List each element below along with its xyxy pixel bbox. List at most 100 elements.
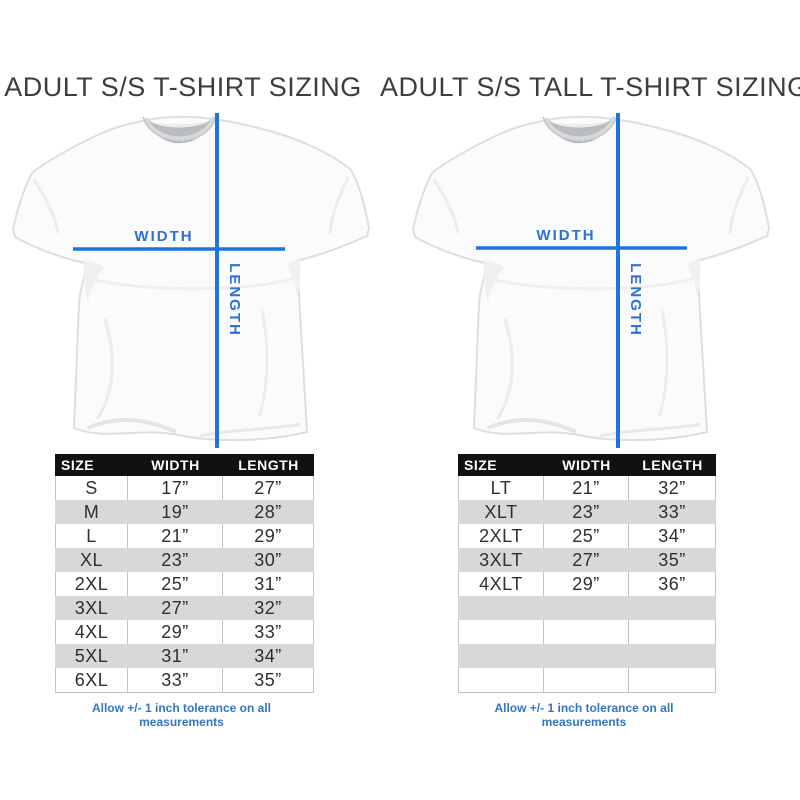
size-table-cell: 31” <box>223 572 314 596</box>
size-table-cell <box>629 620 716 644</box>
size-table-row: S 17” 27” <box>55 476 314 500</box>
size-table-cell: 23” <box>544 500 629 524</box>
size-table-cell: 2XL <box>55 572 128 596</box>
size-table-cell <box>458 668 544 693</box>
size-table-cell: L <box>55 524 128 548</box>
size-table-cell: 31” <box>128 644 223 668</box>
measurement-overlay: WIDTH LENGTH <box>73 113 285 448</box>
size-table-cell <box>458 644 544 668</box>
size-table-cell: 4XL <box>55 620 128 644</box>
panel-title: ADULT S/S T-SHIRT SIZING <box>4 72 362 102</box>
tolerance-note: Allow +/- 1 inch tolerance on all measur… <box>494 701 674 729</box>
size-table-row: 2XLT 25” 34” <box>458 524 716 548</box>
size-table-cell <box>544 644 629 668</box>
size-table-cell: 5XL <box>55 644 128 668</box>
size-table-row: 6XL 33” 35” <box>55 668 314 693</box>
size-table-cell: S <box>55 476 128 500</box>
size-table-row <box>458 668 716 693</box>
size-table-cell: LT <box>458 476 544 500</box>
size-table-cell <box>544 596 629 620</box>
tshirt-diagram: WIDTH LENGTH <box>0 110 400 455</box>
size-table-cell <box>458 596 544 620</box>
size-table-header-cell: LENGTH <box>223 454 314 476</box>
size-table-cell: 35” <box>223 668 314 693</box>
size-table-cell: 27” <box>223 476 314 500</box>
measurement-overlay: WIDTH LENGTH <box>476 113 687 448</box>
size-table-cell: 32” <box>629 476 716 500</box>
size-table-row: 3XLT 27” 35” <box>458 548 716 572</box>
size-table-row: 5XL 31” 34” <box>55 644 314 668</box>
size-table-row: M 19” 28” <box>55 500 314 524</box>
tshirt-diagram: WIDTH LENGTH <box>400 110 800 455</box>
size-table-cell <box>629 596 716 620</box>
size-table-cell: 4XLT <box>458 572 544 596</box>
size-table-header-cell: WIDTH <box>544 454 629 476</box>
tshirt-graphic: WIDTH LENGTH <box>411 113 771 448</box>
size-table-cell: 36” <box>629 572 716 596</box>
size-table-cell: M <box>55 500 128 524</box>
size-table-cell <box>629 668 716 693</box>
size-table-cell: 27” <box>544 548 629 572</box>
size-table-cell: 28” <box>223 500 314 524</box>
size-table-cell: 33” <box>128 668 223 693</box>
width-label: WIDTH <box>536 227 595 244</box>
size-table-cell: 25” <box>544 524 629 548</box>
size-table-cell: 3XLT <box>458 548 544 572</box>
size-table-cell <box>458 620 544 644</box>
size-table-cell: 21” <box>544 476 629 500</box>
size-table-row: 4XLT 29” 36” <box>458 572 716 596</box>
size-table-regular: SIZE WIDTH LENGTH S 17” 27” M 19” 28” L 21” 29” XL 23… <box>55 454 314 693</box>
size-table-cell: XLT <box>458 500 544 524</box>
size-table-tall: SIZE WIDTH LENGTH LT 21” 32” XLT 23” 33” 2XLT 25” 3… <box>458 454 716 693</box>
size-table-row <box>458 644 716 668</box>
size-table-row <box>458 620 716 644</box>
size-table-cell <box>629 644 716 668</box>
size-table-row <box>458 596 716 620</box>
size-table-cell: 17” <box>128 476 223 500</box>
size-table-cell: 3XL <box>55 596 128 620</box>
tshirt-collar <box>542 115 618 143</box>
size-table-cell: 30” <box>223 548 314 572</box>
size-table-cell <box>544 668 629 693</box>
size-table-cell: 33” <box>223 620 314 644</box>
size-table-row: XLT 23” 33” <box>458 500 716 524</box>
width-label: WIDTH <box>134 228 193 245</box>
tshirt-collar <box>142 115 218 143</box>
length-label: LENGTH <box>226 263 243 337</box>
size-table-cell: 23” <box>128 548 223 572</box>
size-table-header-cell: SIZE <box>458 454 544 476</box>
size-table-cell: 32” <box>223 596 314 620</box>
size-table-row: 3XL 27” 32” <box>55 596 314 620</box>
size-table-cell: 19” <box>128 500 223 524</box>
size-table-cell: 35” <box>629 548 716 572</box>
size-table-cell <box>544 620 629 644</box>
size-table-row: XL 23” 30” <box>55 548 314 572</box>
size-table-header-cell: LENGTH <box>629 454 716 476</box>
size-table-row: L 21” 29” <box>55 524 314 548</box>
size-table-cell: 21” <box>128 524 223 548</box>
size-table-cell: 29” <box>223 524 314 548</box>
size-table-header-cell: SIZE <box>55 454 128 476</box>
panel-regular-sizing: ADULT S/S T-SHIRT SIZING <box>0 72 400 729</box>
size-table-header-row: SIZE WIDTH LENGTH <box>458 454 716 476</box>
size-table-cell: 29” <box>128 620 223 644</box>
tshirt-body <box>411 115 771 442</box>
panel-tall-sizing: ADULT S/S TALL T-SHIRT SIZING <box>380 0 800 800</box>
panel-title: ADULT S/S TALL T-SHIRT SIZING <box>380 72 800 102</box>
size-table-cell: XL <box>55 548 128 572</box>
size-table-cell: 6XL <box>55 668 128 693</box>
tshirt-body <box>11 115 371 442</box>
size-table-row: 4XL 29” 33” <box>55 620 314 644</box>
size-table-cell: 2XLT <box>458 524 544 548</box>
length-label: LENGTH <box>627 263 644 337</box>
size-table-header-row: SIZE WIDTH LENGTH <box>55 454 314 476</box>
tolerance-note: Allow +/- 1 inch tolerance on all measur… <box>91 701 272 729</box>
size-table-cell: 34” <box>629 524 716 548</box>
size-table-cell: 34” <box>223 644 314 668</box>
size-table-cell: 29” <box>544 572 629 596</box>
size-table-row: LT 21” 32” <box>458 476 716 500</box>
size-table-cell: 27” <box>128 596 223 620</box>
size-table-row: 2XL 25” 31” <box>55 572 314 596</box>
size-table-header-cell: WIDTH <box>128 454 223 476</box>
